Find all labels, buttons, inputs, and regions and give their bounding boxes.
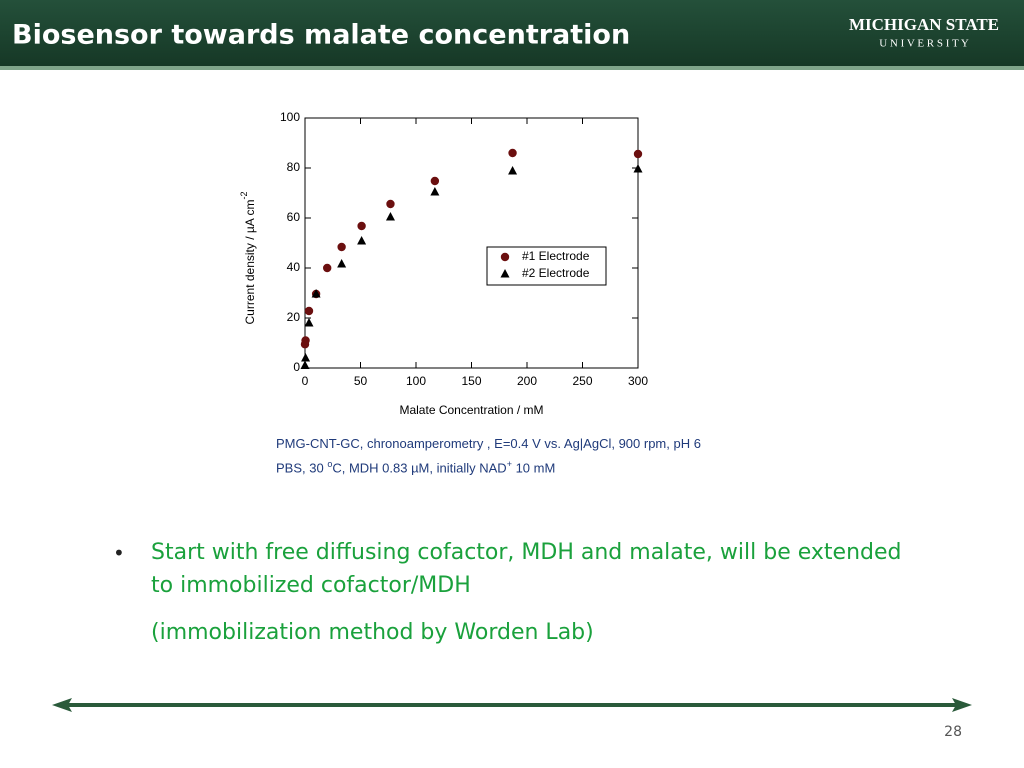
page-number: 28	[944, 724, 962, 740]
chart: 0 20 40 60 80 100 0 50 100 150 200 250 300 Malate Con…	[239, 110, 648, 417]
y-axis-label: Current density / µA cm-2	[239, 192, 257, 325]
y-tick-label: 40	[287, 260, 301, 274]
logo: U N I V E R S I T Y	[879, 38, 969, 50]
legend-marker	[500, 269, 510, 278]
caption-sup: o	[327, 459, 333, 469]
caption-text: C, MDH 0.83 µM, initially NAD	[332, 460, 507, 476]
x-tick-label: 300	[628, 374, 648, 388]
bullet-marker: •	[113, 541, 125, 565]
bullet-text: Start with free diffusing cofactor, MDH …	[151, 540, 902, 598]
x-axis-label: Malate Concentration / mM	[399, 403, 543, 417]
point	[385, 212, 395, 221]
point	[323, 263, 332, 273]
point	[357, 236, 367, 245]
plot-frame	[304, 117, 639, 369]
caption-text: 10 mM	[511, 460, 556, 476]
point	[386, 199, 395, 209]
caption-sup: +	[506, 459, 512, 469]
point	[430, 187, 440, 196]
y-tick-label: 100	[280, 110, 300, 124]
header-rule	[0, 66, 1024, 70]
legend-label: #2 Electrode	[522, 266, 590, 280]
point	[357, 221, 366, 231]
x-tick-label: 100	[406, 374, 426, 388]
arrow-head	[52, 698, 72, 712]
point	[300, 360, 310, 369]
y-tick-label: 0	[293, 360, 300, 374]
legend-label: #1 Electrode	[522, 249, 590, 263]
logo: MICHIGAN STATE	[849, 15, 999, 34]
point	[508, 166, 518, 175]
point	[430, 176, 440, 186]
point	[304, 318, 314, 327]
legend-marker	[500, 252, 510, 262]
y-tick-label: 20	[287, 310, 301, 324]
x-tick-label: 250	[572, 374, 592, 388]
legend: #1 Electrode #2 Electrode	[486, 246, 607, 286]
point	[633, 149, 643, 159]
x-tick-label: 0	[302, 374, 309, 388]
caption: PMG-CNT-GC, chronoamperometry , E=0.4 V …	[276, 433, 716, 478]
y-axis-label-sup: -2	[239, 192, 249, 200]
x-tick-label: 50	[354, 374, 368, 388]
point	[633, 164, 643, 173]
bullet-text: (immobilization method by Worden Lab)	[151, 620, 594, 645]
point	[301, 336, 310, 345]
y-tick-label: 60	[287, 210, 301, 224]
y-axis-label-text: Current density / µA cm	[243, 200, 257, 325]
arrow-head	[952, 698, 972, 712]
caption-text: PMG-CNT-GC, chronoamperometry , E=0.4 V …	[276, 436, 701, 476]
header-bar	[0, 0, 1024, 66]
slide-title: Biosensor towards malate concentration	[12, 20, 630, 51]
x-tick-label: 200	[517, 374, 537, 388]
point	[337, 259, 347, 268]
y-tick-label: 80	[287, 160, 301, 174]
point	[301, 353, 311, 362]
point	[337, 242, 346, 252]
x-tick-label: 150	[461, 374, 481, 388]
point	[311, 289, 321, 298]
point	[304, 306, 314, 316]
point	[508, 148, 517, 158]
